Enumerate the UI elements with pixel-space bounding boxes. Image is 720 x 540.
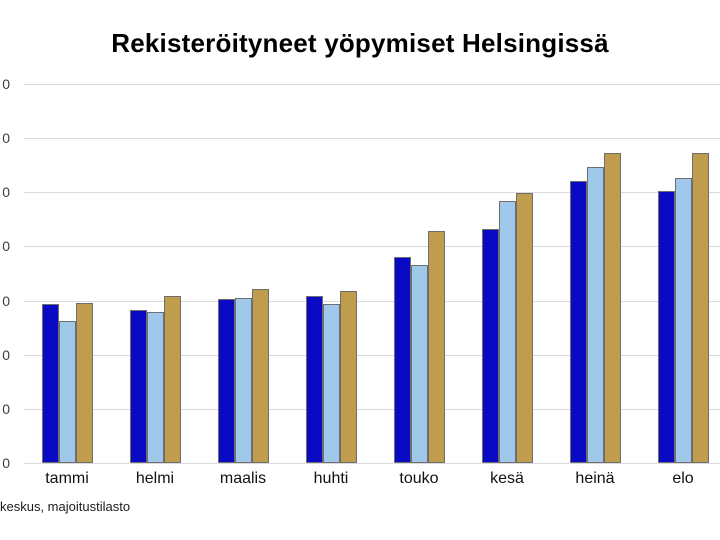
bar-series-gold-huhti (340, 291, 357, 463)
bar-series-light-blue-helmi (147, 312, 164, 463)
bar-series-gold-heinä (604, 153, 621, 463)
y-gridline (24, 192, 720, 193)
y-tick-label: 0 (2, 76, 10, 92)
y-gridline (24, 355, 720, 356)
bar-series-light-blue-huhti (323, 304, 340, 463)
x-axis-label-tammi: tammi (45, 470, 89, 487)
bar-series-dark-blue-heinä (570, 181, 587, 463)
bar-series-dark-blue-maalis (218, 299, 235, 463)
x-axis-label-kesä: kesä (490, 470, 524, 487)
x-axis-label-touko: touko (399, 470, 439, 487)
bar-series-gold-touko (428, 231, 445, 463)
bar-series-dark-blue-kesä (482, 229, 499, 463)
source-note: keskus, majoitustilasto (0, 499, 131, 514)
y-gridline (24, 301, 720, 302)
y-tick-label: 0 (2, 401, 10, 417)
bar-series-dark-blue-touko (394, 257, 411, 463)
y-gridline (24, 138, 720, 139)
bar-series-light-blue-kesä (499, 201, 516, 463)
bar-series-dark-blue-helmi (130, 310, 147, 463)
y-gridline (24, 246, 720, 247)
bar-series-light-blue-elo (675, 178, 692, 463)
x-axis-label-huhti: huhti (313, 470, 349, 487)
y-tick-label: 0 (2, 347, 10, 363)
y-gridline (24, 84, 720, 85)
bar-series-gold-maalis (252, 289, 269, 463)
x-axis-label-maalis: maalis (219, 470, 267, 487)
y-tick-label: 0 (2, 238, 10, 254)
bar-series-gold-kesä (516, 193, 533, 463)
bar-series-gold-helmi (164, 296, 181, 463)
bar-series-light-blue-maalis (235, 298, 252, 463)
chart-title: Rekisteröityneet yöpymiset Helsingissä (111, 28, 609, 58)
x-axis-label-elo: elo (672, 470, 694, 487)
bar-series-dark-blue-tammi (42, 304, 59, 463)
y-tick-label: 0 (2, 293, 10, 309)
y-gridline (24, 409, 720, 410)
bar-series-dark-blue-huhti (306, 296, 323, 463)
bar-series-gold-tammi (76, 303, 93, 463)
y-tick-label: 0 (2, 184, 10, 200)
bar-series-light-blue-heinä (587, 167, 604, 463)
y-tick-label: 0 (2, 455, 10, 471)
y-tick-label: 0 (2, 130, 10, 146)
x-axis-label-helmi: helmi (135, 470, 175, 487)
y-gridline (24, 463, 720, 464)
bar-series-gold-elo (692, 153, 709, 463)
bar-series-light-blue-tammi (59, 321, 76, 463)
bar-series-light-blue-touko (411, 265, 428, 463)
bar-series-dark-blue-elo (658, 191, 675, 463)
x-axis-label-heinä: heinä (575, 470, 615, 487)
